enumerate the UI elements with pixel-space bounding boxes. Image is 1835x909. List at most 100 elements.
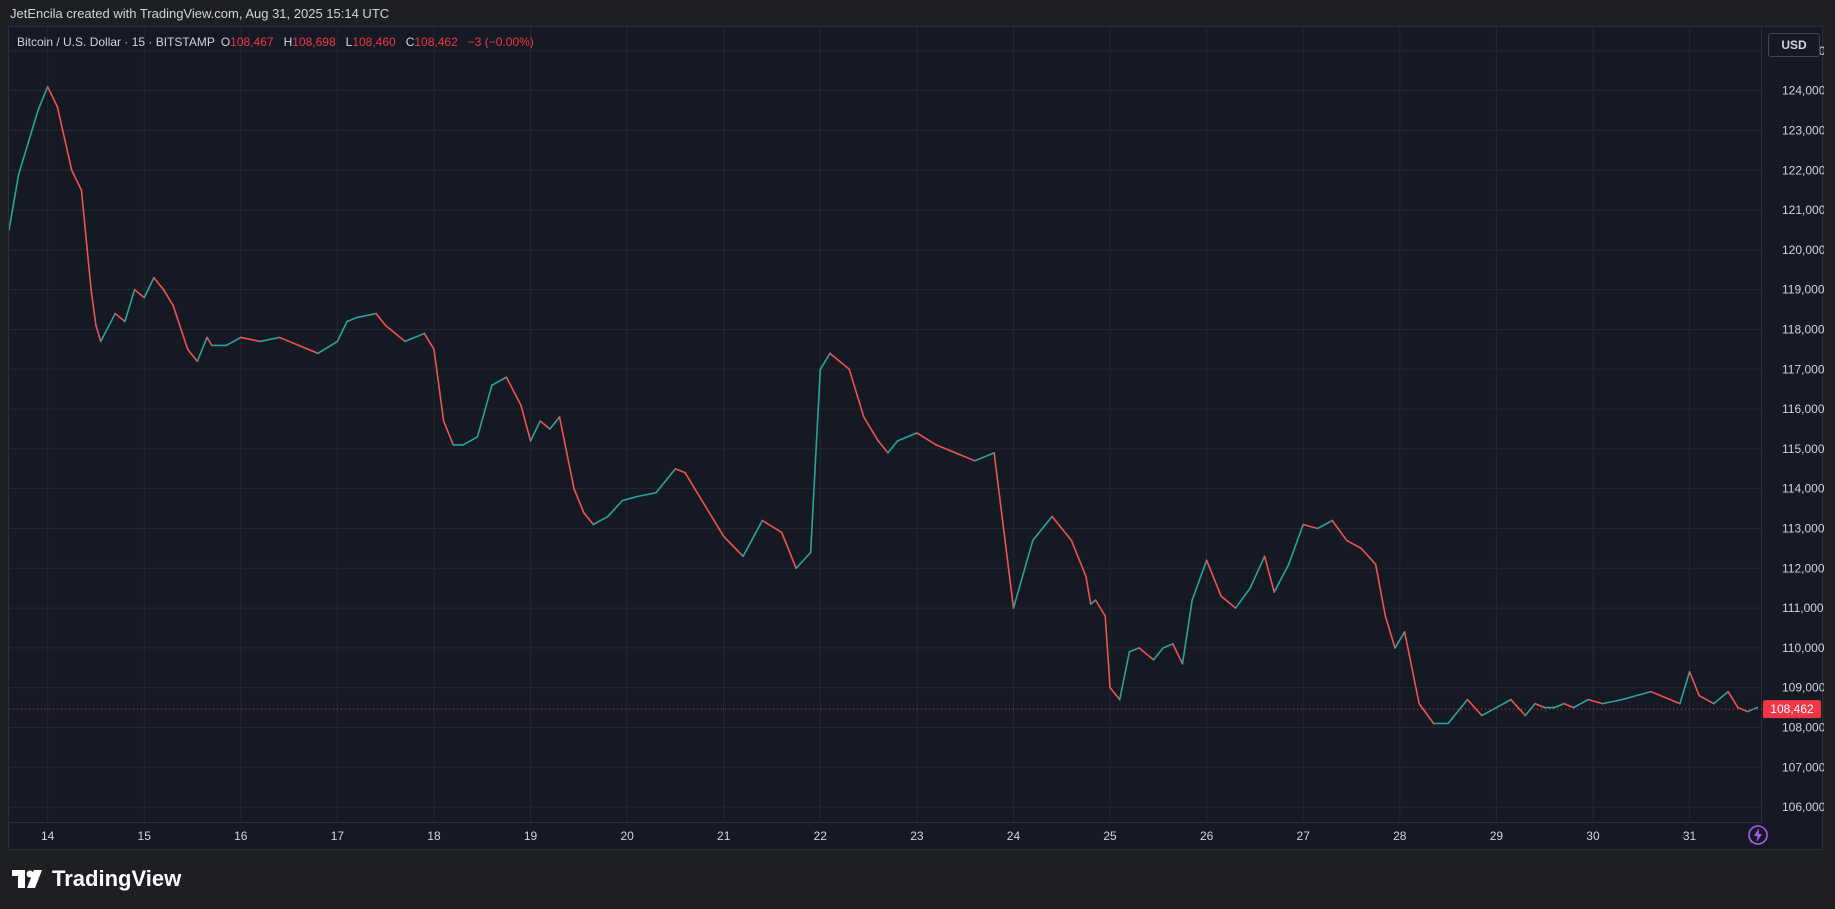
price-segment: [621, 495, 638, 502]
price-segment: [829, 352, 851, 371]
price-segment: [1746, 706, 1758, 713]
price-segment: [867, 424, 875, 434]
chart-attribution: JetEncila created with TradingView.com, …: [10, 6, 390, 21]
price-segment: [240, 336, 261, 343]
price-segment: [225, 336, 242, 347]
price-segment: [848, 368, 865, 418]
price-segment: [476, 384, 493, 438]
price-segment: [375, 312, 387, 327]
x-tick-label: 15: [138, 829, 152, 843]
price-segment: [877, 440, 889, 454]
x-tick-label: 21: [717, 829, 731, 843]
price-segment: [1587, 698, 1604, 705]
price-segment: [1138, 647, 1155, 661]
price-segment: [674, 467, 686, 474]
price-segment: [114, 312, 126, 323]
price-segment: [1510, 698, 1527, 717]
low-label: L: [345, 35, 353, 49]
price-segment: [259, 336, 281, 343]
price-segment: [887, 440, 899, 454]
price-segment: [954, 452, 976, 462]
y-tick-label: 117,000: [1782, 362, 1824, 376]
price-segment: [1316, 519, 1334, 530]
price-segment: [1553, 702, 1565, 709]
y-tick-label: 109,000: [1782, 681, 1824, 695]
low-value: 108,460: [352, 35, 396, 49]
x-tick-label: 24: [1007, 829, 1021, 843]
price-segment: [1012, 539, 1034, 609]
price-segment: [607, 499, 624, 518]
price-segment: [1688, 670, 1701, 697]
y-tick-label: 107,000: [1782, 760, 1824, 774]
tradingview-logo[interactable]: TradingView: [12, 866, 181, 892]
price-segment: [1394, 631, 1406, 649]
price-segment: [355, 312, 377, 319]
x-tick-label: 20: [620, 829, 634, 843]
price-segment: [780, 531, 797, 570]
price-segment: [133, 288, 146, 299]
currency-button[interactable]: USD: [1768, 33, 1820, 57]
price-segment: [1094, 599, 1107, 617]
price-segment: [703, 503, 725, 538]
price-segment: [46, 85, 59, 108]
price-segment: [1698, 694, 1715, 705]
x-tick-label: 23: [910, 829, 924, 843]
y-tick-label: 108,000: [1782, 720, 1824, 734]
price-segment: [1534, 702, 1546, 709]
price-segment: [17, 141, 30, 176]
price-segment: [1089, 599, 1097, 605]
price-segment: [346, 316, 358, 323]
price-segment: [1601, 698, 1623, 705]
price-segment: [95, 324, 102, 343]
x-tick-label: 18: [427, 829, 441, 843]
symbol-label[interactable]: Bitcoin / U.S. Dollar · 15 · BITSTAMP: [17, 35, 215, 49]
price-segment: [1345, 539, 1362, 550]
price-segment: [143, 276, 155, 299]
price-segment: [297, 344, 319, 355]
price-segment: [336, 320, 348, 343]
price-segment: [549, 416, 561, 430]
price-segment: [1466, 698, 1483, 717]
price-segment: [1234, 587, 1251, 609]
price-segment: [1191, 559, 1208, 601]
x-tick-label: 22: [814, 829, 828, 843]
x-tick-label: 26: [1200, 829, 1214, 843]
price-segment: [462, 436, 479, 446]
y-tick-label: 124,000: [1782, 84, 1824, 98]
price-segment: [693, 487, 706, 506]
price-segment: [1263, 555, 1276, 593]
price-segment: [1181, 599, 1193, 665]
price-segment: [993, 452, 1015, 609]
x-tick-label: 29: [1490, 829, 1504, 843]
price-segment: [1621, 690, 1652, 701]
price-segment: [1287, 523, 1305, 566]
price-segment: [809, 368, 822, 554]
price-segment: [795, 551, 812, 570]
price-segment: [317, 340, 339, 355]
price-segment: [1572, 698, 1589, 709]
y-tick-label: 114,000: [1782, 482, 1824, 496]
price-segment: [1524, 702, 1536, 717]
price-segment: [56, 105, 73, 172]
price-segment: [539, 420, 551, 430]
last-price-tag: [1763, 700, 1821, 719]
price-segment: [1712, 690, 1729, 705]
price-segment: [505, 376, 522, 406]
price-segment: [1302, 523, 1319, 530]
bolt-icon[interactable]: [1747, 824, 1769, 846]
price-segment: [582, 511, 595, 526]
price-segment: [1085, 575, 1092, 605]
price-segment: [1447, 698, 1469, 725]
price-segment: [124, 288, 136, 323]
price-segment: [1220, 595, 1237, 609]
tradingview-logo-icon: [12, 870, 46, 888]
plot-area[interactable]: [9, 27, 1762, 823]
high-label: H: [283, 35, 293, 49]
price-segment: [1205, 559, 1222, 597]
price-segment: [172, 304, 189, 351]
price-segment: [1118, 651, 1131, 701]
price-segment: [1650, 690, 1681, 705]
price-segment: [1403, 631, 1420, 705]
price-segment: [70, 169, 83, 191]
price-segment: [1384, 615, 1396, 649]
